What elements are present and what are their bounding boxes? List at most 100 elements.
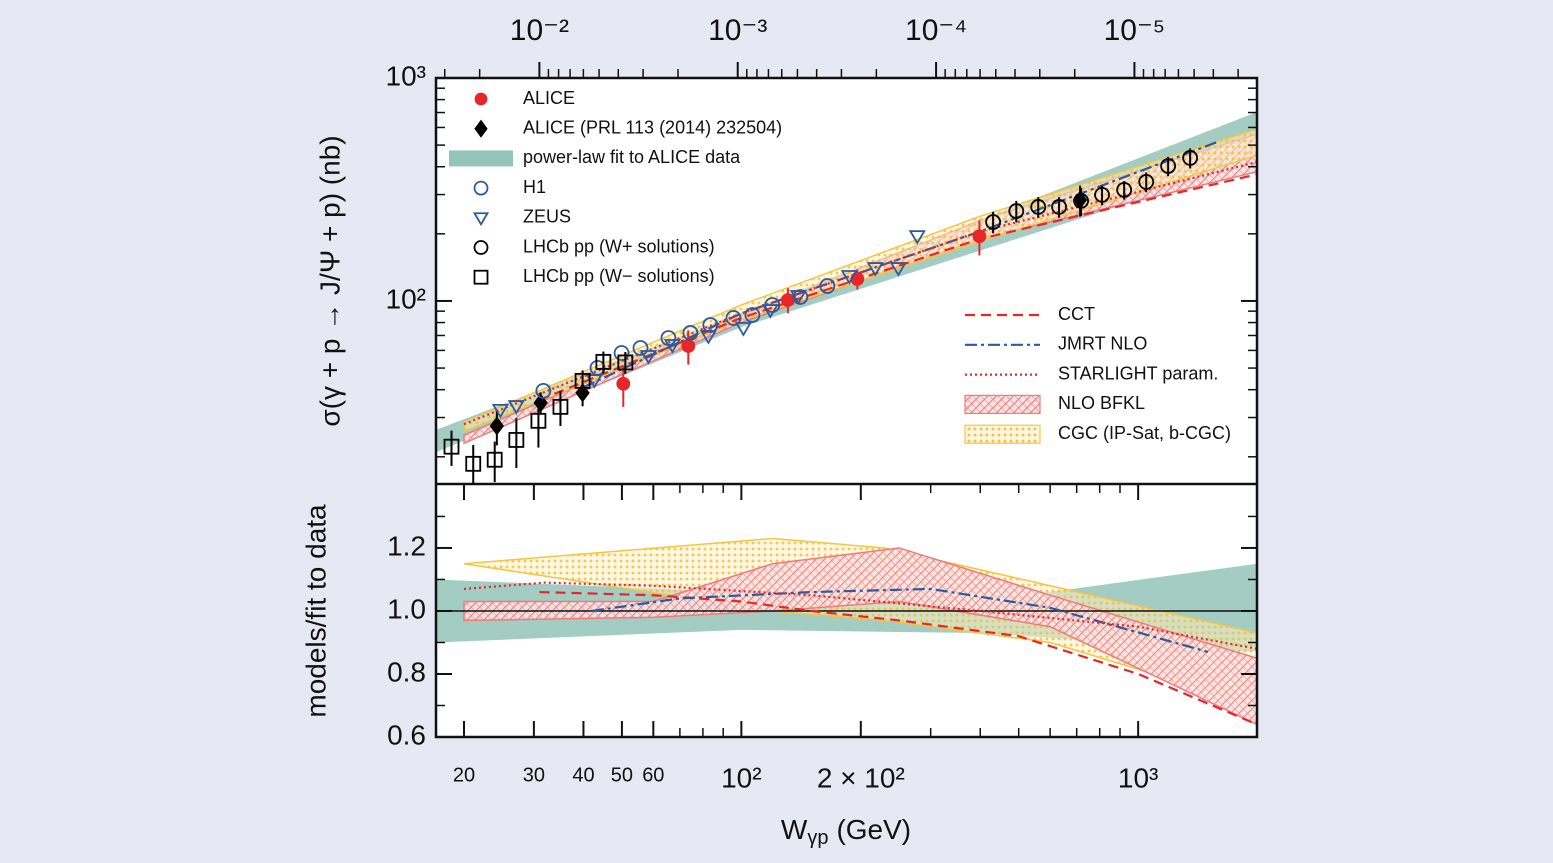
model-curve [463,581,1257,650]
x-axis-label-sub: γp [807,827,828,849]
x-tick-label: 50 [611,764,633,786]
marker [1182,150,1199,166]
axes: 10² 10³ 10⁻² 10⁻³ 10⁻⁴ 10⁻⁵ ALICE ALICE (PRL 11… [386,14,1257,793]
y-tick-label: 0.8 [387,656,426,687]
marker [780,293,795,307]
marker [474,119,488,138]
model-curve [539,590,1257,726]
marker [613,345,630,361]
x-tick-label: 60 [642,764,664,786]
y-tick-label: 10² [386,283,426,314]
x-axis-label: Wγp (GeV) [781,814,911,849]
marker [585,374,603,389]
marker [972,229,987,244]
legend-label: NLO BFKL [1058,393,1145,413]
marker [1160,158,1177,174]
marker [699,330,717,345]
marker [1051,199,1067,215]
marker [682,324,699,341]
marker [473,240,489,255]
x2-tick-label: 10⁻² [510,14,569,47]
legend-label: ALICE [523,88,575,108]
legend-label: ALICE (PRL 113 (2014) 232504) [523,117,782,137]
legend-label: STARLIGHT param. [1058,363,1218,383]
legend-swatch [449,150,513,167]
marker [575,383,590,403]
band [463,537,1257,707]
main-panel [436,111,1257,484]
marker [1138,173,1155,190]
legend-swatch [964,424,1041,444]
marker [663,339,681,354]
y-tick-label: 1.2 [387,530,426,561]
legend-swatch [964,394,1041,414]
marker [574,372,591,389]
legend-label: power-law fit to ALICE data [523,147,741,167]
marker [491,403,509,419]
x2-tick-label: 10⁻⁴ [905,14,967,47]
marker [908,230,926,245]
legend-label: JMRT NLO [1058,334,1147,354]
marker [1116,181,1133,198]
marker [632,340,649,356]
y-tick-label: 10³ [386,60,426,91]
y-tick-label: 0.6 [387,719,426,750]
legend-label: CGC (IP-Sat, b-CGC) [1058,423,1231,443]
x-tick-label: 30 [523,764,545,786]
y-tick-label: 1.0 [387,593,426,624]
frame [434,76,1259,739]
x-tick-label: 2 × 10² [817,762,905,793]
model-curve [582,140,1220,389]
band [463,547,1257,726]
marker [789,290,807,305]
x2-tick-label: 10⁻⁵ [1104,14,1166,47]
x-tick-label: 10³ [1118,762,1158,793]
marker [489,416,504,436]
marker [681,339,696,353]
marker [1073,193,1089,209]
marker [889,262,907,277]
model-curve [591,587,1209,653]
marker [443,438,460,455]
marker [1030,199,1047,215]
marker [474,92,488,106]
legend-label: H1 [523,177,546,197]
legend-label: CCT [1058,304,1095,324]
x-axis-label-main: W [781,814,808,845]
marker [507,400,525,415]
marker [1094,186,1110,203]
marker [535,382,552,399]
marker [761,304,779,319]
x2-tick-label: 10⁻³ [708,14,767,47]
marker [552,398,569,415]
marker [473,180,489,196]
marker [744,307,761,323]
marker [473,269,489,285]
marker [508,432,525,448]
marker [734,322,752,337]
marker [595,353,612,370]
marker [792,289,809,305]
x-tick-label: 10² [721,762,761,793]
marker [639,350,657,365]
marker [985,214,1002,230]
y-axis-label: models/fit to data [300,504,331,718]
x-axis-label-unit: (GeV) [836,814,911,845]
marker [866,262,884,277]
x-tick-label: 20 [453,764,475,786]
legend-label: LHCb pp (W+ solutions) [523,236,715,256]
marker [725,310,742,326]
y-axis-label: σ(γ + p → J/Ψ + p) (nb) [314,135,345,426]
marker [616,376,631,391]
marker [617,354,634,371]
legend-label: ZEUS [523,207,571,227]
marker [840,270,858,285]
marker [486,451,503,468]
marker [1008,203,1025,219]
x-tick-label: 40 [572,764,594,786]
marker [702,317,719,333]
marker [819,278,836,294]
marker [472,212,490,227]
